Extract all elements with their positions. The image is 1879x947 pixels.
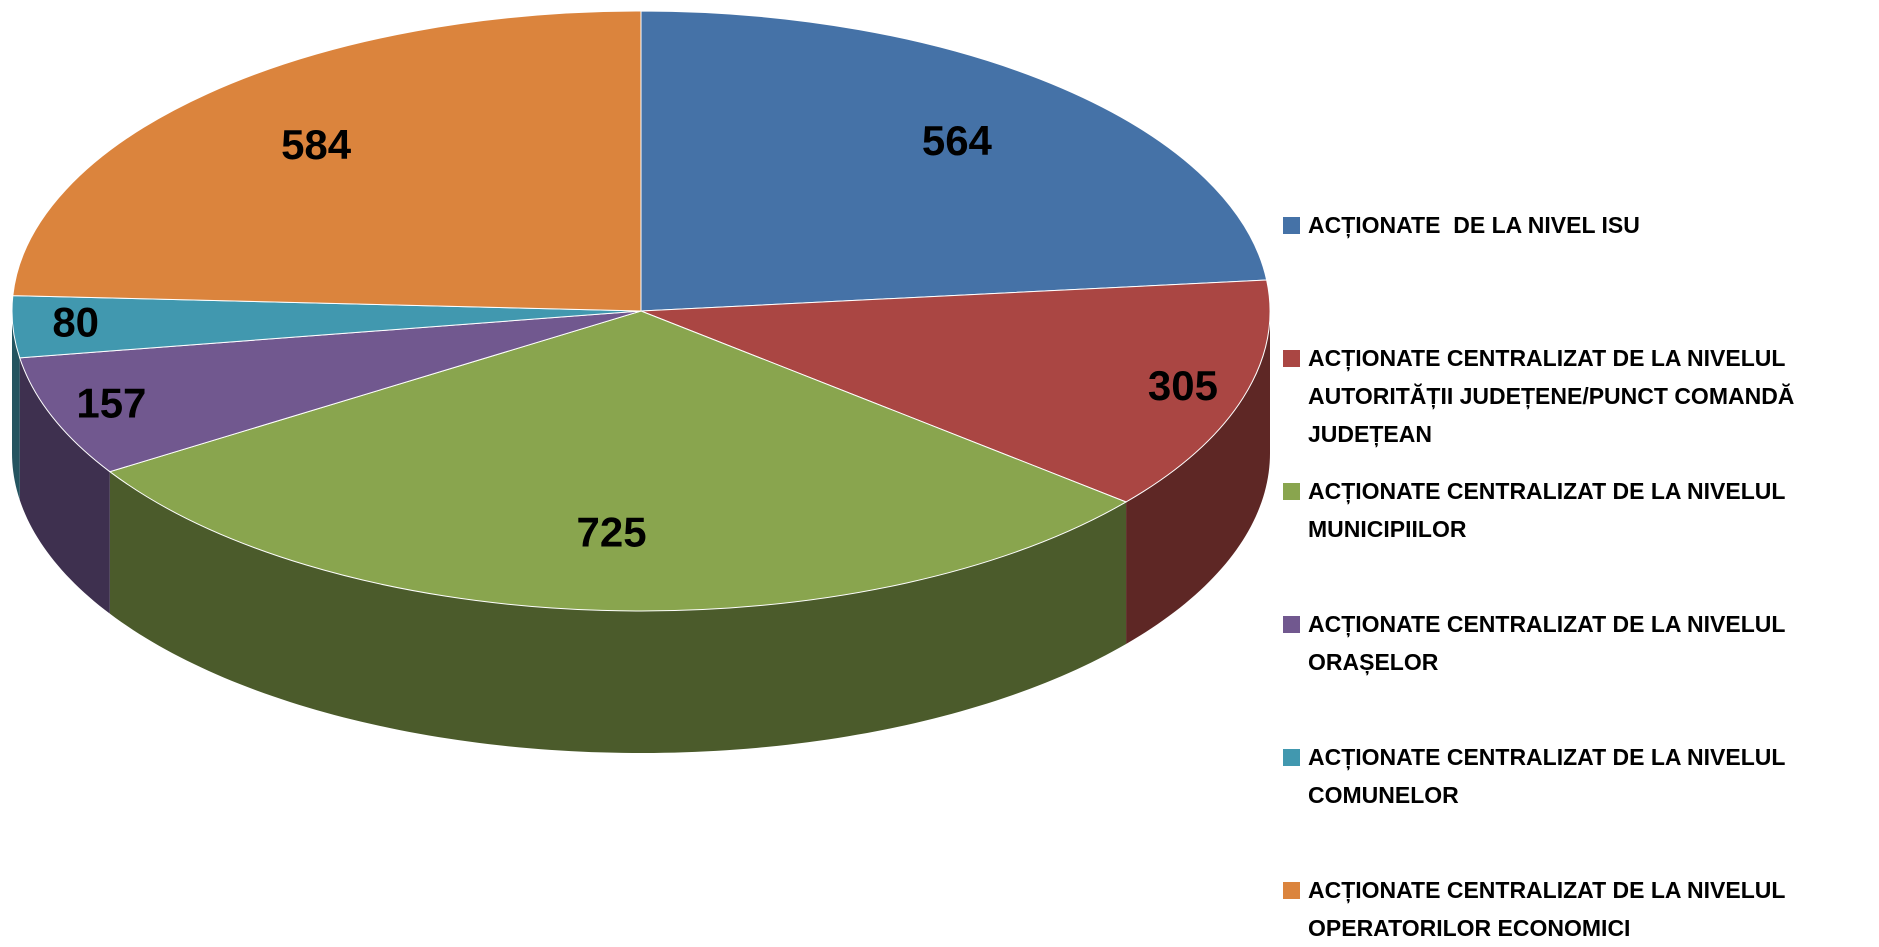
legend-item: ACȚIONATE CENTRALIZAT DE LA NIVELUL ORAȘ… [1283, 605, 1877, 681]
legend-item: ACȚIONATE CENTRALIZAT DE LA NIVELUL COMU… [1283, 738, 1877, 814]
legend-label: ACȚIONATE CENTRALIZAT DE LA NIVELUL AUTO… [1308, 345, 1801, 447]
legend-swatch [1283, 483, 1300, 500]
pie-side [12, 311, 20, 500]
pie-slice [640, 279, 1271, 503]
data-label: 80 [52, 298, 99, 345]
legend-label: ACȚIONATE CENTRALIZAT DE LA NIVELUL OPER… [1308, 877, 1792, 941]
legend-item: ACȚIONATE CENTRALIZAT DE LA NIVELUL MUNI… [1283, 472, 1877, 548]
legend-label: ACȚIONATE CENTRALIZAT DE LA NIVELUL ORAȘ… [1308, 611, 1792, 675]
legend-swatch [1283, 749, 1300, 766]
pie-side [109, 471, 1127, 753]
data-label: 564 [922, 117, 993, 164]
pie-side [1126, 311, 1270, 644]
legend-label: ACȚIONATE CENTRALIZAT DE LA NIVELUL MUNI… [1308, 478, 1792, 542]
legend-label: ACȚIONATE DE LA NIVEL ISU [1308, 212, 1640, 238]
legend-swatch [1283, 616, 1300, 633]
data-label: 305 [1148, 362, 1218, 409]
legend-swatch [1283, 350, 1300, 367]
pie-slice [108, 310, 1128, 612]
legend-swatch [1283, 217, 1300, 234]
legend-swatch [1283, 882, 1300, 899]
legend-label: ACȚIONATE CENTRALIZAT DE LA NIVELUL COMU… [1308, 744, 1792, 808]
pie-chart: 564 305 725 157 80 584 [11, 10, 1271, 753]
data-label: 157 [76, 379, 146, 426]
pie-side [19, 357, 110, 614]
legend-item: ACȚIONATE CENTRALIZAT DE LA NIVELUL AUTO… [1283, 339, 1877, 453]
legend-item: ACȚIONATE CENTRALIZAT DE LA NIVELUL OPER… [1283, 871, 1877, 947]
data-label: 584 [281, 121, 352, 168]
pie-slice [19, 310, 642, 473]
pie-slice [640, 10, 1268, 312]
data-label: 725 [577, 509, 647, 556]
legend-item: ACȚIONATE DE LA NIVEL ISU [1283, 206, 1877, 244]
pie-slice [12, 10, 642, 312]
